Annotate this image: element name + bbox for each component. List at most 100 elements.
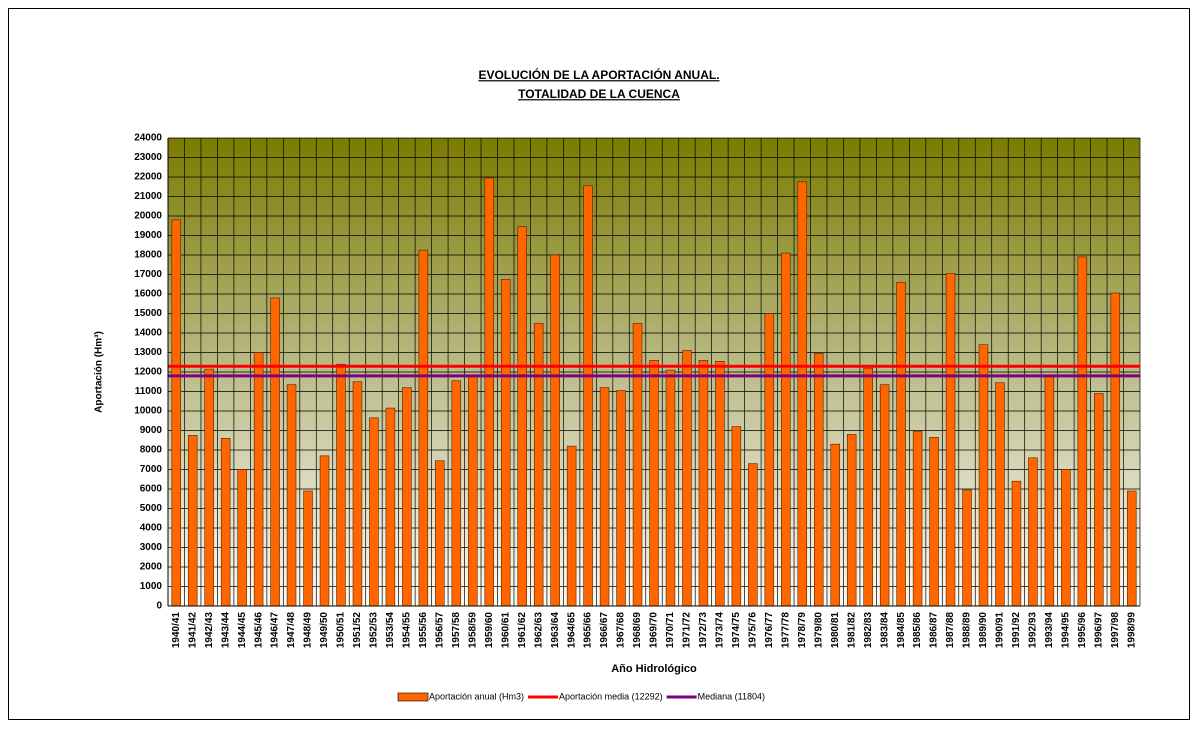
bar (1011, 480, 1022, 607)
bar (204, 368, 214, 607)
bar (846, 434, 857, 607)
x-tick-label: 1966/67 (599, 612, 610, 649)
x-tick-label: 1990/91 (995, 612, 1006, 649)
bar (929, 437, 939, 607)
y-tick-label: 17000 (134, 269, 162, 280)
chart-title: TOTALIDAD DE LA CUENCA (518, 87, 680, 101)
bar (945, 273, 956, 607)
x-tick-label: 1992/93 (1028, 612, 1039, 649)
x-tick-label: 1987/88 (945, 612, 956, 649)
x-tick-label: 1988/89 (962, 612, 973, 649)
bar (385, 407, 396, 607)
x-tick-label: 1994/95 (1061, 612, 1072, 649)
bar (237, 469, 247, 607)
bar (978, 344, 989, 607)
bar (813, 353, 824, 607)
y-tick-label: 9000 (140, 425, 163, 436)
x-tick-label: 1985/86 (912, 612, 923, 649)
x-tick-label: 1974/75 (731, 612, 742, 649)
bar (468, 376, 478, 607)
bar (1110, 292, 1121, 607)
bar (319, 455, 330, 607)
bar (352, 381, 363, 607)
y-tick-label: 3000 (140, 542, 163, 553)
y-tick-label: 22000 (134, 172, 162, 183)
x-tick-label: 1991/92 (1011, 612, 1022, 649)
bar (451, 380, 462, 607)
x-tick-label: 1961/62 (517, 612, 528, 649)
bar (715, 360, 725, 607)
bar (500, 279, 511, 607)
y-tick-label: 16000 (134, 289, 162, 300)
y-tick-label: 10000 (134, 406, 162, 417)
x-tick-label: 1949/50 (319, 612, 330, 649)
x-tick-label: 1951/52 (352, 612, 363, 649)
x-tick-label: 1943/44 (220, 612, 231, 649)
x-tick-label: 1955/56 (418, 612, 429, 649)
chart-title: EVOLUCIÓN DE LA APORTACIÓN ANUAL. (478, 67, 719, 82)
bar (764, 313, 775, 607)
x-tick-label: 1995/96 (1077, 612, 1088, 649)
x-tick-label: 1969/70 (649, 612, 660, 649)
x-tick-label: 1998/99 (1126, 612, 1137, 649)
bar (962, 489, 972, 607)
bar (616, 390, 626, 607)
bar (649, 359, 659, 607)
y-tick-label: 15000 (134, 308, 162, 319)
y-tick-label: 7000 (140, 464, 163, 475)
x-tick-label: 1941/42 (187, 612, 198, 649)
x-tick-label: 1964/65 (566, 612, 577, 649)
x-tick-label: 1982/83 (863, 612, 874, 649)
x-tick-label: 1959/60 (484, 612, 495, 649)
y-tick-label: 2000 (140, 562, 163, 573)
y-tick-label: 21000 (134, 191, 162, 202)
bar (995, 382, 1005, 607)
bar (682, 350, 692, 607)
x-tick-label: 1993/94 (1044, 612, 1055, 649)
bar (435, 460, 445, 607)
x-tick-label: 1997/98 (1110, 612, 1121, 649)
x-tick-label: 1965/66 (583, 612, 594, 649)
x-tick-label: 1947/48 (286, 612, 297, 649)
bar (912, 431, 923, 607)
x-tick-label: 1978/79 (797, 612, 808, 649)
bar (1094, 393, 1104, 607)
bar (863, 367, 873, 607)
x-tick-label: 1979/80 (813, 612, 824, 649)
x-tick-label: 1983/84 (879, 612, 890, 649)
x-tick-label: 1977/78 (780, 612, 791, 649)
x-tick-label: 1957/58 (451, 612, 462, 649)
bar (402, 387, 412, 607)
x-tick-label: 1956/57 (434, 612, 445, 649)
bar (517, 226, 527, 607)
y-tick-label: 12000 (134, 367, 162, 378)
x-tick-label: 1954/55 (402, 612, 413, 649)
bar (781, 252, 791, 607)
y-tick-label: 24000 (134, 133, 162, 144)
x-tick-label: 1986/87 (929, 612, 940, 649)
bar (731, 426, 742, 607)
bar (550, 254, 560, 607)
bar (270, 297, 280, 607)
y-tick-label: 8000 (140, 445, 163, 456)
bar (566, 445, 577, 607)
x-tick-label: 1946/47 (270, 612, 281, 649)
bar (583, 185, 593, 607)
x-tick-label: 1971/72 (682, 612, 693, 649)
x-tick-label: 1958/59 (467, 612, 478, 649)
y-tick-label: 0 (156, 601, 162, 612)
bar (1061, 469, 1071, 607)
x-tick-label: 1970/71 (665, 612, 676, 649)
x-tick-label: 1942/43 (204, 612, 215, 649)
bar (303, 490, 313, 607)
bar (879, 384, 890, 607)
legend-label: Aportación media (12292) (559, 691, 663, 701)
y-tick-label: 23000 (134, 152, 162, 163)
x-tick-label: 1980/81 (830, 612, 841, 649)
bar (418, 249, 429, 607)
bar (599, 387, 610, 607)
x-tick-label: 1968/69 (632, 612, 643, 649)
x-tick-label: 1989/90 (978, 612, 989, 649)
y-tick-label: 20000 (134, 211, 162, 222)
bar (748, 463, 758, 607)
